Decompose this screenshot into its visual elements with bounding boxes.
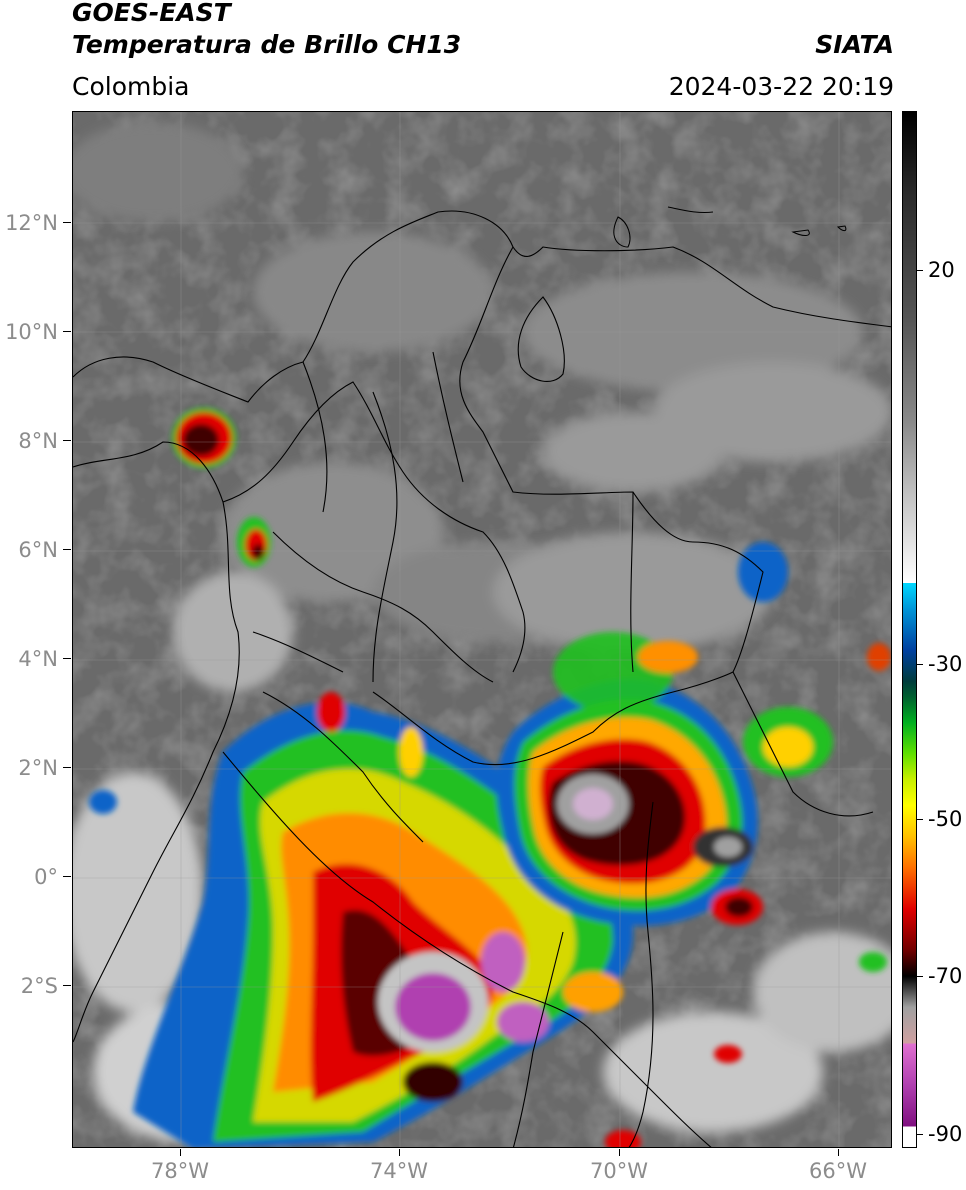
- convective-clouds: [89, 408, 891, 1147]
- colorbar-tick: [917, 270, 923, 271]
- lat-tick: [63, 876, 71, 877]
- lat-tick: [63, 549, 71, 550]
- lat-label: 6°N: [18, 538, 58, 562]
- lat-tick: [63, 985, 71, 986]
- lat-label: 2°S: [20, 974, 58, 998]
- lat-label: 4°N: [18, 647, 58, 671]
- lon-label: 74°W: [370, 1159, 428, 1183]
- colorbar-tick: [917, 664, 923, 665]
- product-title: Temperatura de Brillo CH13: [72, 30, 462, 59]
- lat-tick: [63, 440, 71, 441]
- colorbar-label: -50: [928, 807, 963, 831]
- lat-tick: [63, 331, 71, 332]
- lat-tick: [63, 767, 71, 768]
- colorbar-label: -90: [928, 1122, 963, 1146]
- datetime-label: 2024-03-22 20:19: [668, 72, 894, 101]
- lat-label: 0°: [34, 865, 58, 889]
- lon-tick: [180, 1149, 181, 1156]
- agency-label: SIATA: [815, 30, 894, 59]
- satellite-title: GOES-EAST: [72, 0, 231, 27]
- lon-tick: [399, 1149, 400, 1156]
- lat-label: 8°N: [18, 429, 58, 453]
- lat-tick: [63, 222, 71, 223]
- lat-tick: [63, 658, 71, 659]
- satellite-map[interactable]: [72, 111, 892, 1148]
- graticule: [73, 112, 891, 1147]
- lat-label: 12°N: [5, 211, 58, 235]
- colorbar-label: 20: [928, 258, 955, 282]
- colorbar-tick: [917, 976, 923, 977]
- colorbar-tick: [917, 819, 923, 820]
- colorbar: [902, 111, 917, 1148]
- lon-label: 66°W: [809, 1159, 867, 1183]
- lat-label: 2°N: [18, 756, 58, 780]
- lon-label: 70°W: [590, 1159, 648, 1183]
- colorbar-label: -70: [928, 964, 963, 988]
- colorbar-label: -30: [928, 652, 963, 676]
- islands: [613, 206, 847, 248]
- lon-tick: [838, 1149, 839, 1156]
- lat-label: 10°N: [5, 320, 58, 344]
- borders: [73, 210, 891, 1147]
- lon-tick: [619, 1149, 620, 1156]
- region-label: Colombia: [72, 72, 190, 101]
- colorbar-tick: [917, 1134, 923, 1135]
- lon-label: 78°W: [151, 1159, 209, 1183]
